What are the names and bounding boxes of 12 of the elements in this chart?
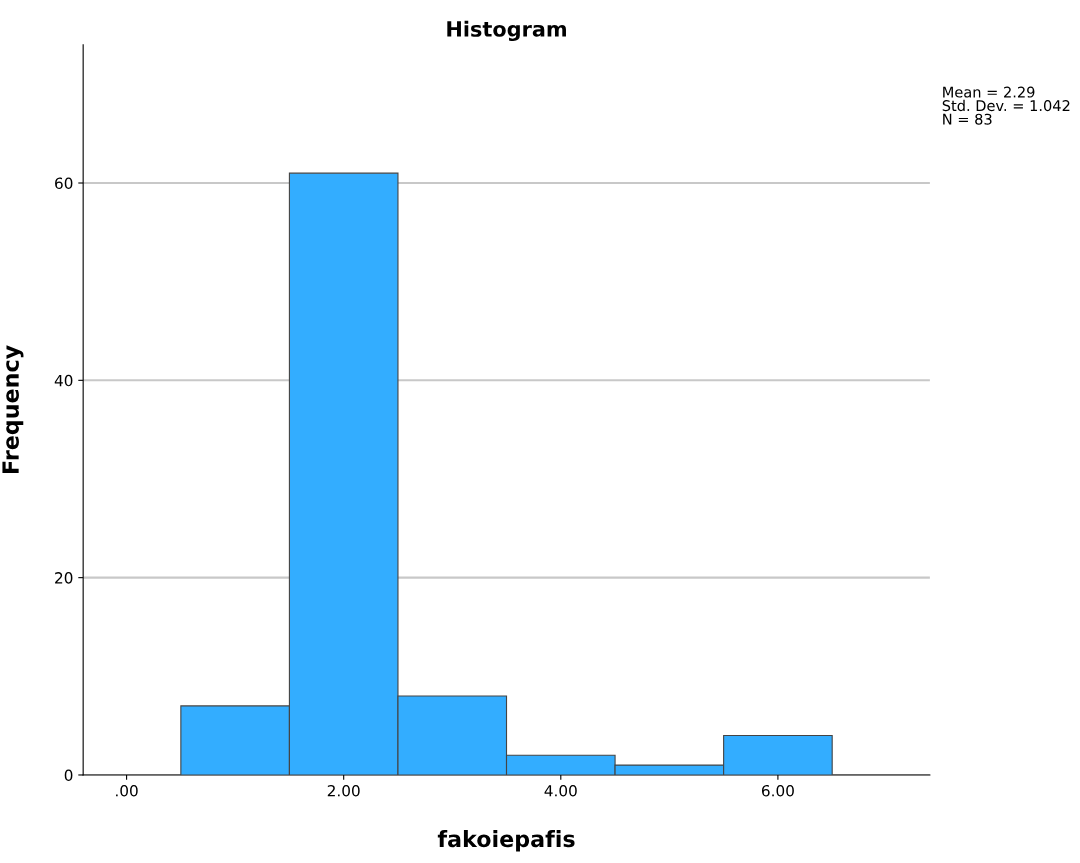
x-tick-label: 6.00: [761, 784, 794, 797]
x-tick-label: 2.00: [327, 784, 360, 797]
y-tick-label: 0: [64, 769, 73, 781]
y-tick-label: 20: [55, 572, 73, 584]
y-tick-label: 60: [55, 177, 73, 190]
y-tick-label: 40: [54, 374, 73, 387]
text: Mean = 2.29 Std. Dev. = 1.042 N = 83: [942, 86, 1070, 125]
x-tick-label: .00: [116, 784, 138, 797]
x-tick-label: 4.00: [544, 784, 577, 797]
chart-title: Histogram: [447, 20, 566, 42]
x-axis-title: fakoiepafis: [437, 830, 575, 852]
y-axis-title: Frequency: [2, 345, 24, 473]
